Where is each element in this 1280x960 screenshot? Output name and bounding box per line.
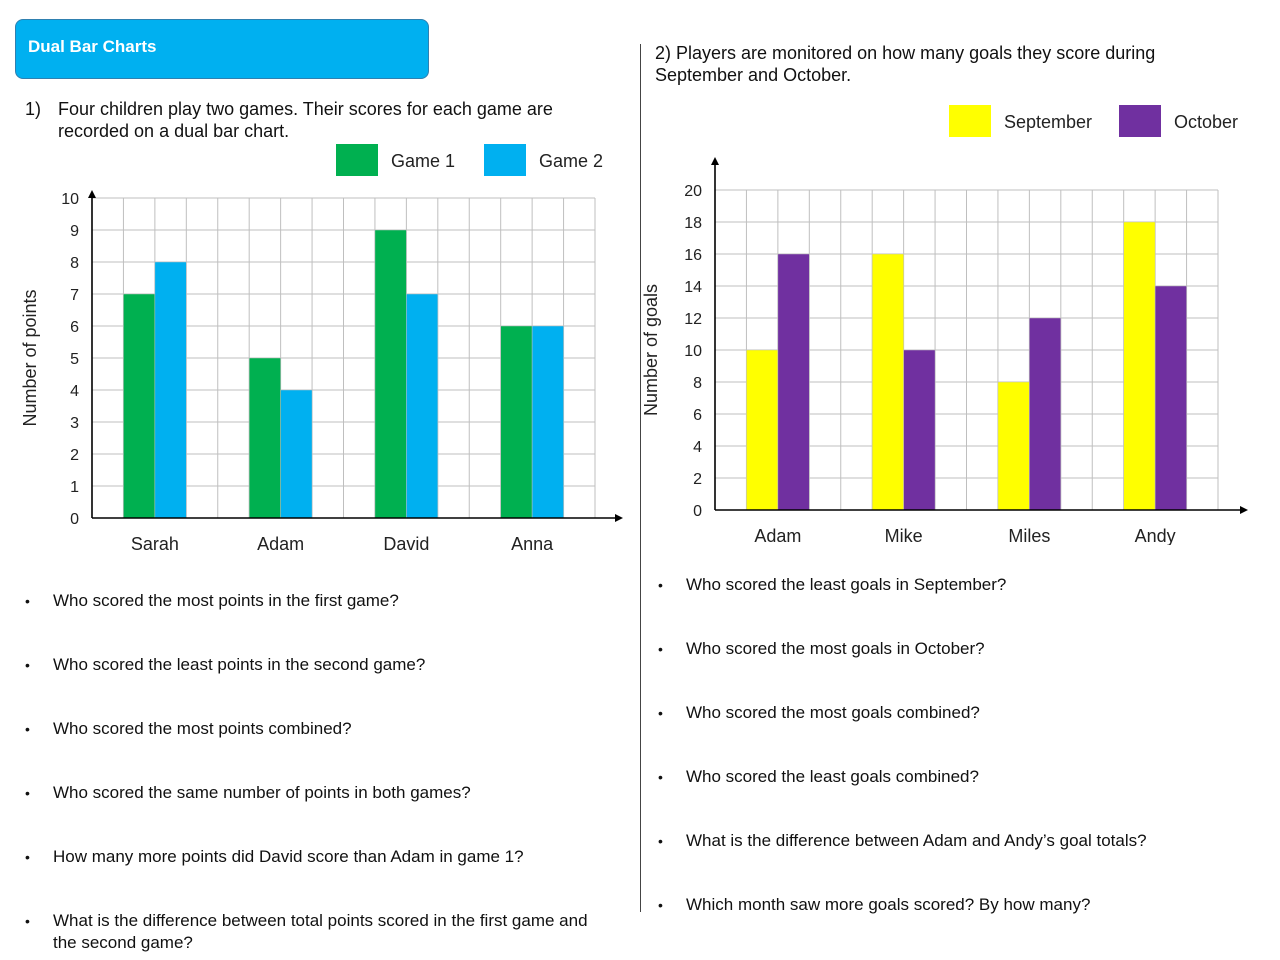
bullet-icon: • bbox=[25, 849, 30, 865]
bullet-icon: • bbox=[25, 721, 30, 737]
bullet-icon: • bbox=[25, 657, 30, 673]
y-tick-label: 10 bbox=[61, 191, 79, 208]
q2-question: • Who scored the least goals in September… bbox=[658, 575, 1007, 594]
q1-intro-line1: Four children play two games. Their scor… bbox=[58, 99, 553, 119]
y-tick-label: 1 bbox=[70, 479, 79, 496]
y-axis-title: Number of goals bbox=[641, 284, 661, 416]
y-tick-label: 4 bbox=[70, 383, 79, 400]
bar bbox=[500, 325, 533, 519]
x-tick-label: Sarah bbox=[131, 534, 179, 554]
x-tick-label: Anna bbox=[511, 534, 554, 554]
y-axis-title: Number of points bbox=[20, 289, 40, 426]
bar bbox=[1154, 285, 1187, 511]
bullet-icon: • bbox=[658, 641, 663, 657]
y-tick-label: 9 bbox=[70, 223, 79, 240]
x-axis-arrow bbox=[615, 514, 623, 522]
bar bbox=[997, 381, 1030, 511]
bar bbox=[154, 261, 187, 519]
bar bbox=[903, 349, 936, 511]
q1-question: • Who scored the least points in the seco… bbox=[25, 655, 426, 674]
legend-label: September bbox=[1004, 112, 1092, 132]
q2-question: • Who scored the least goals combined? bbox=[658, 767, 979, 786]
q1-question: • How many more points did David score th… bbox=[25, 847, 524, 866]
bullet-icon: • bbox=[25, 913, 30, 929]
y-tick-label: 6 bbox=[693, 407, 702, 424]
y-tick-label: 2 bbox=[693, 471, 702, 488]
q2-question: • Who scored the most goals combined? bbox=[658, 703, 980, 722]
legend-label: October bbox=[1174, 112, 1238, 132]
y-tick-label: 10 bbox=[684, 343, 702, 360]
bullet-icon: • bbox=[658, 705, 663, 721]
bullet-icon: • bbox=[658, 897, 663, 913]
legend-swatch bbox=[484, 144, 526, 176]
y-axis-arrow bbox=[88, 190, 96, 198]
y-tick-label: 7 bbox=[70, 287, 79, 304]
y-tick-label: 20 bbox=[684, 183, 702, 200]
x-axis-arrow bbox=[1240, 506, 1248, 514]
q2-question: • Who scored the most goals in October? bbox=[658, 639, 985, 658]
bar bbox=[871, 253, 904, 511]
bullet-icon: • bbox=[658, 769, 663, 785]
legend-label: Game 1 bbox=[391, 151, 455, 171]
bullet-icon: • bbox=[25, 785, 30, 801]
chart-monthly-goals: Adam Mike Miles Andy 0 2 4 6 8 10 12 14 16 18 20 Number… bbox=[641, 105, 1248, 545]
q1-question: • Who scored the most points in the first… bbox=[25, 591, 399, 610]
bar bbox=[280, 389, 313, 519]
y-tick-label: 8 bbox=[70, 255, 79, 272]
q2-question: • What is the difference between Adam and… bbox=[658, 831, 1147, 850]
bar bbox=[777, 253, 810, 511]
x-tick-label: Adam bbox=[754, 526, 801, 545]
legend-label: Game 2 bbox=[539, 151, 603, 171]
x-tick-label: Miles bbox=[1008, 526, 1050, 545]
y-tick-label: 14 bbox=[684, 279, 702, 296]
bar bbox=[1029, 317, 1062, 511]
y-tick-label: 5 bbox=[70, 351, 79, 368]
q1-question: • Who scored the most points combined? bbox=[25, 719, 352, 738]
q1-intro-line2: recorded on a dual bar chart. bbox=[58, 121, 290, 141]
y-tick-label: 4 bbox=[693, 439, 702, 456]
y-axis-arrow bbox=[711, 157, 719, 165]
x-tick-label: Mike bbox=[885, 526, 923, 545]
x-tick-label: Andy bbox=[1135, 526, 1176, 545]
q1-question: • Who scored the same number of points in… bbox=[25, 783, 471, 802]
bar bbox=[248, 357, 281, 519]
bar bbox=[746, 349, 779, 511]
q2-intro-line2: September and October. bbox=[655, 65, 852, 85]
y-tick-label: 8 bbox=[693, 375, 702, 392]
y-tick-label: 0 bbox=[693, 503, 702, 520]
chart-game-scores: Sarah Adam David Anna 0 1 2 3 4 5 6 7 8 9 10 Number of … bbox=[20, 144, 623, 554]
y-tick-label: 16 bbox=[684, 247, 702, 264]
y-tick-label: 3 bbox=[70, 415, 79, 432]
section-header: Dual Bar Charts bbox=[15, 19, 429, 79]
bar bbox=[531, 325, 564, 519]
y-tick-label: 2 bbox=[70, 447, 79, 464]
q2-question: • Which month saw more goals scored? By h… bbox=[658, 895, 1091, 914]
bar bbox=[1123, 221, 1156, 511]
y-tick-label: 18 bbox=[684, 215, 702, 232]
page-title: Dual Bar Charts bbox=[28, 37, 157, 56]
q1-number: 1) bbox=[25, 99, 42, 119]
y-tick-label: 12 bbox=[684, 311, 702, 328]
bullet-icon: • bbox=[25, 593, 30, 609]
bar bbox=[123, 293, 156, 519]
bar bbox=[374, 229, 407, 519]
y-tick-label: 6 bbox=[70, 319, 79, 336]
bullet-icon: • bbox=[658, 577, 663, 593]
x-tick-label: David bbox=[383, 534, 429, 554]
legend-swatch bbox=[1119, 105, 1161, 137]
bar bbox=[406, 293, 439, 519]
q2-intro-line1: 2) Players are monitored on how many goa… bbox=[655, 43, 1156, 63]
legend-swatch bbox=[336, 144, 378, 176]
legend-swatch bbox=[949, 105, 991, 137]
bullet-icon: • bbox=[658, 833, 663, 849]
x-tick-label: Adam bbox=[257, 534, 304, 554]
q1-question: • What is the difference between total po… bbox=[25, 911, 588, 952]
column-divider bbox=[640, 44, 641, 912]
y-tick-label: 0 bbox=[70, 511, 79, 528]
